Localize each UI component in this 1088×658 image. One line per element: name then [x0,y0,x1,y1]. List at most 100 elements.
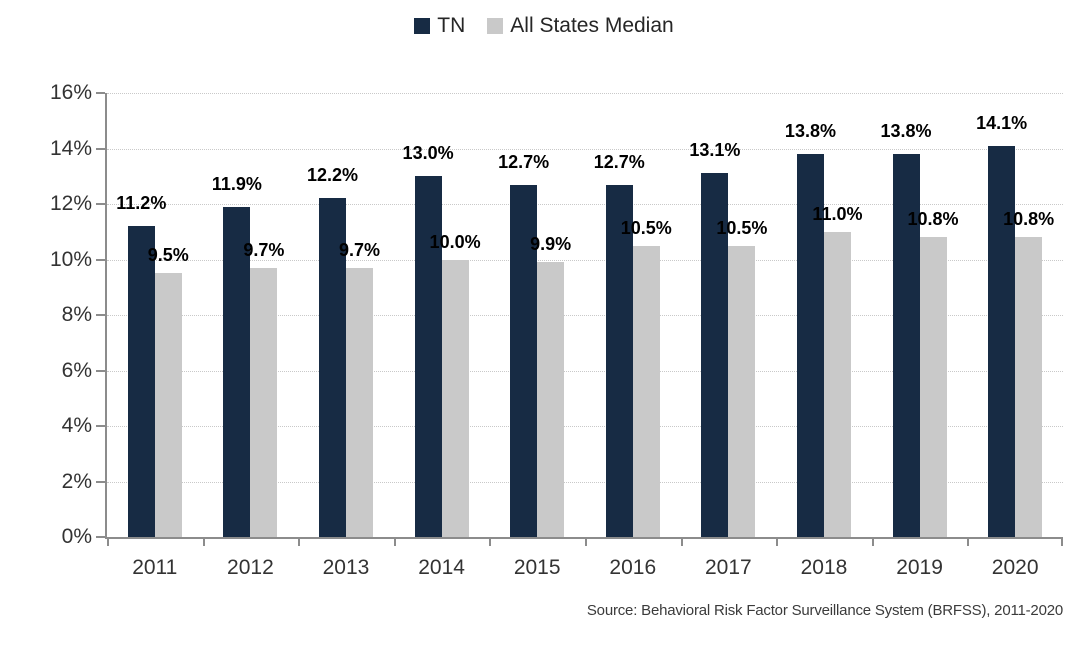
bar-tn-2017: 13.1% [689,140,740,537]
bar-value-label: 11.9% [211,173,262,194]
bar-median-2018: 11.0% [812,204,862,537]
legend-item-tn: TN [414,14,465,38]
y-axis-label: 10% [49,247,92,271]
y-axis-label: 6% [61,358,92,382]
bar-value-label: 10.5% [620,217,672,238]
bar-group-2013: 12.2% 9.7% [298,93,394,537]
y-axis-tick [96,147,105,150]
x-axis-tick [202,539,205,546]
y-axis-tick [96,480,105,483]
bar-median-2014: 10.0% [430,232,481,537]
bar-group-2014: 13.0% 10.0% [394,93,490,537]
bar-value-label: 12.7% [498,151,550,172]
y-axis-label: 16% [49,81,92,104]
x-axis-label: 2016 [609,556,657,579]
bar-group-2020: 14.1% 10.8% [967,93,1063,537]
bar-value-label: 13.8% [784,121,836,142]
bar-tn-2013: 12.2% [307,165,358,537]
x-axis-tick [776,539,779,546]
bar-value-label: 11.0% [812,203,863,224]
x-axis-label: 2017 [705,556,752,579]
x-axis-tick [1061,539,1063,546]
x-axis-tick [585,539,587,546]
bar-tn-2012: 11.9% [212,174,262,537]
x-axis-label: 2018 [800,556,848,579]
gridline [107,204,1063,205]
bar-tn-2020: 14.1% [976,113,1027,537]
bar-group-2019: 13.8% 10.8% [872,93,968,537]
legend-item-all-states-median: All States Median [487,14,674,38]
bar-tn-2018: 13.8% [785,121,836,537]
x-axis-tick [107,539,109,546]
bar-tn-2015: 12.7% [498,152,549,537]
x-axis-label: 2019 [896,556,943,579]
bar-median-2013: 9.7% [339,240,380,537]
bar-value-label: 11.2% [116,193,167,214]
bar-median-2020: 10.8% [1003,209,1054,537]
median-legend-label: All States Median [510,14,674,37]
bar-value-label: 13.0% [402,143,454,164]
bar-group-2018: 13.8% 11.0% [776,93,872,537]
x-axis-label: 2011 [132,556,178,579]
y-axis-label: 2% [61,469,92,493]
x-axis-label: 2012 [227,556,274,579]
bar-median-2016: 10.5% [621,218,672,537]
bar-value-label: 10.8% [1003,209,1055,230]
y-axis-label: 0% [61,525,92,548]
bar-group-2011: 11.2% 9.5% [107,93,203,537]
x-axis-tick [393,539,396,546]
gridline [107,148,1063,150]
x-axis-tick [298,539,301,546]
x-axis-tick [871,539,874,546]
gridline [107,481,1063,483]
y-axis-tick [96,92,105,94]
bar-value-label: 9.9% [530,234,572,255]
bar-value-label: 9.7% [243,239,285,260]
x-axis-tick [967,539,970,546]
bar-value-label: 14.1% [976,112,1028,133]
gridline [107,370,1063,372]
bar-value-label: 9.7% [338,239,380,260]
bar-group-2015: 12.7% 9.9% [489,93,585,537]
y-axis-label: 4% [61,414,92,437]
bar-groups: 11.2% 9.5% 11.9% 9.7% 12.2% 9.7% 13.0% 10.0% 12.… [107,93,1063,537]
bar-median-2011: 9.5% [148,245,189,537]
y-axis-tick [96,314,105,316]
y-axis-tick [96,425,105,427]
median-legend-swatch [487,18,504,34]
source-note: Source: Behavioral Risk Factor Surveilla… [586,602,1063,619]
bar-value-label: 12.2% [306,165,359,186]
gridline [107,426,1063,427]
plot-area: 11.2% 9.5% 11.9% 9.7% 12.2% 9.7% 13.0% 10.0% 12.… [96,92,1063,546]
bar-value-label: 9.5% [147,245,189,266]
bar-value-label: 12.7% [593,151,645,172]
bar-value-label: 10.5% [716,217,768,238]
gridline [107,315,1063,316]
bar-group-2017: 13.1% 10.5% [681,93,777,537]
tn-legend-label: TN [437,14,466,37]
bar-value-label: 13.8% [880,121,932,142]
y-axis-tick [96,369,105,372]
bar-group-2016: 12.7% 10.5% [585,93,681,537]
bar-value-label: 10.0% [429,231,481,252]
x-axis-tick [489,539,492,546]
bar-median-2012: 9.7% [243,240,284,537]
x-axis-tick [680,539,683,546]
bar-median-2019: 10.8% [908,209,959,537]
bar-tn-2016: 12.7% [594,152,645,537]
legend: TN All States Median [0,14,1088,38]
y-axis: 0% 2% 4% 6% 8% 10% 12% 14% 16% [0,82,92,548]
y-axis-label: 12% [49,192,92,215]
bar-median-2015: 9.9% [530,234,571,537]
y-axis-tick [96,536,105,538]
y-axis-tick [96,203,105,205]
x-axis-label: 2015 [513,556,561,579]
gridline [107,93,1063,94]
bar-value-label: 13.1% [689,140,741,161]
x-axis-label: 2020 [991,556,1039,579]
x-axis-label: 2013 [322,556,370,579]
x-axis-label: 2014 [418,556,465,579]
bar-tn-2011: 11.2% [116,193,166,537]
x-axis-labels: 2011 2012 2013 2014 2015 2016 2017 2018 2019 2020 [107,556,1063,580]
